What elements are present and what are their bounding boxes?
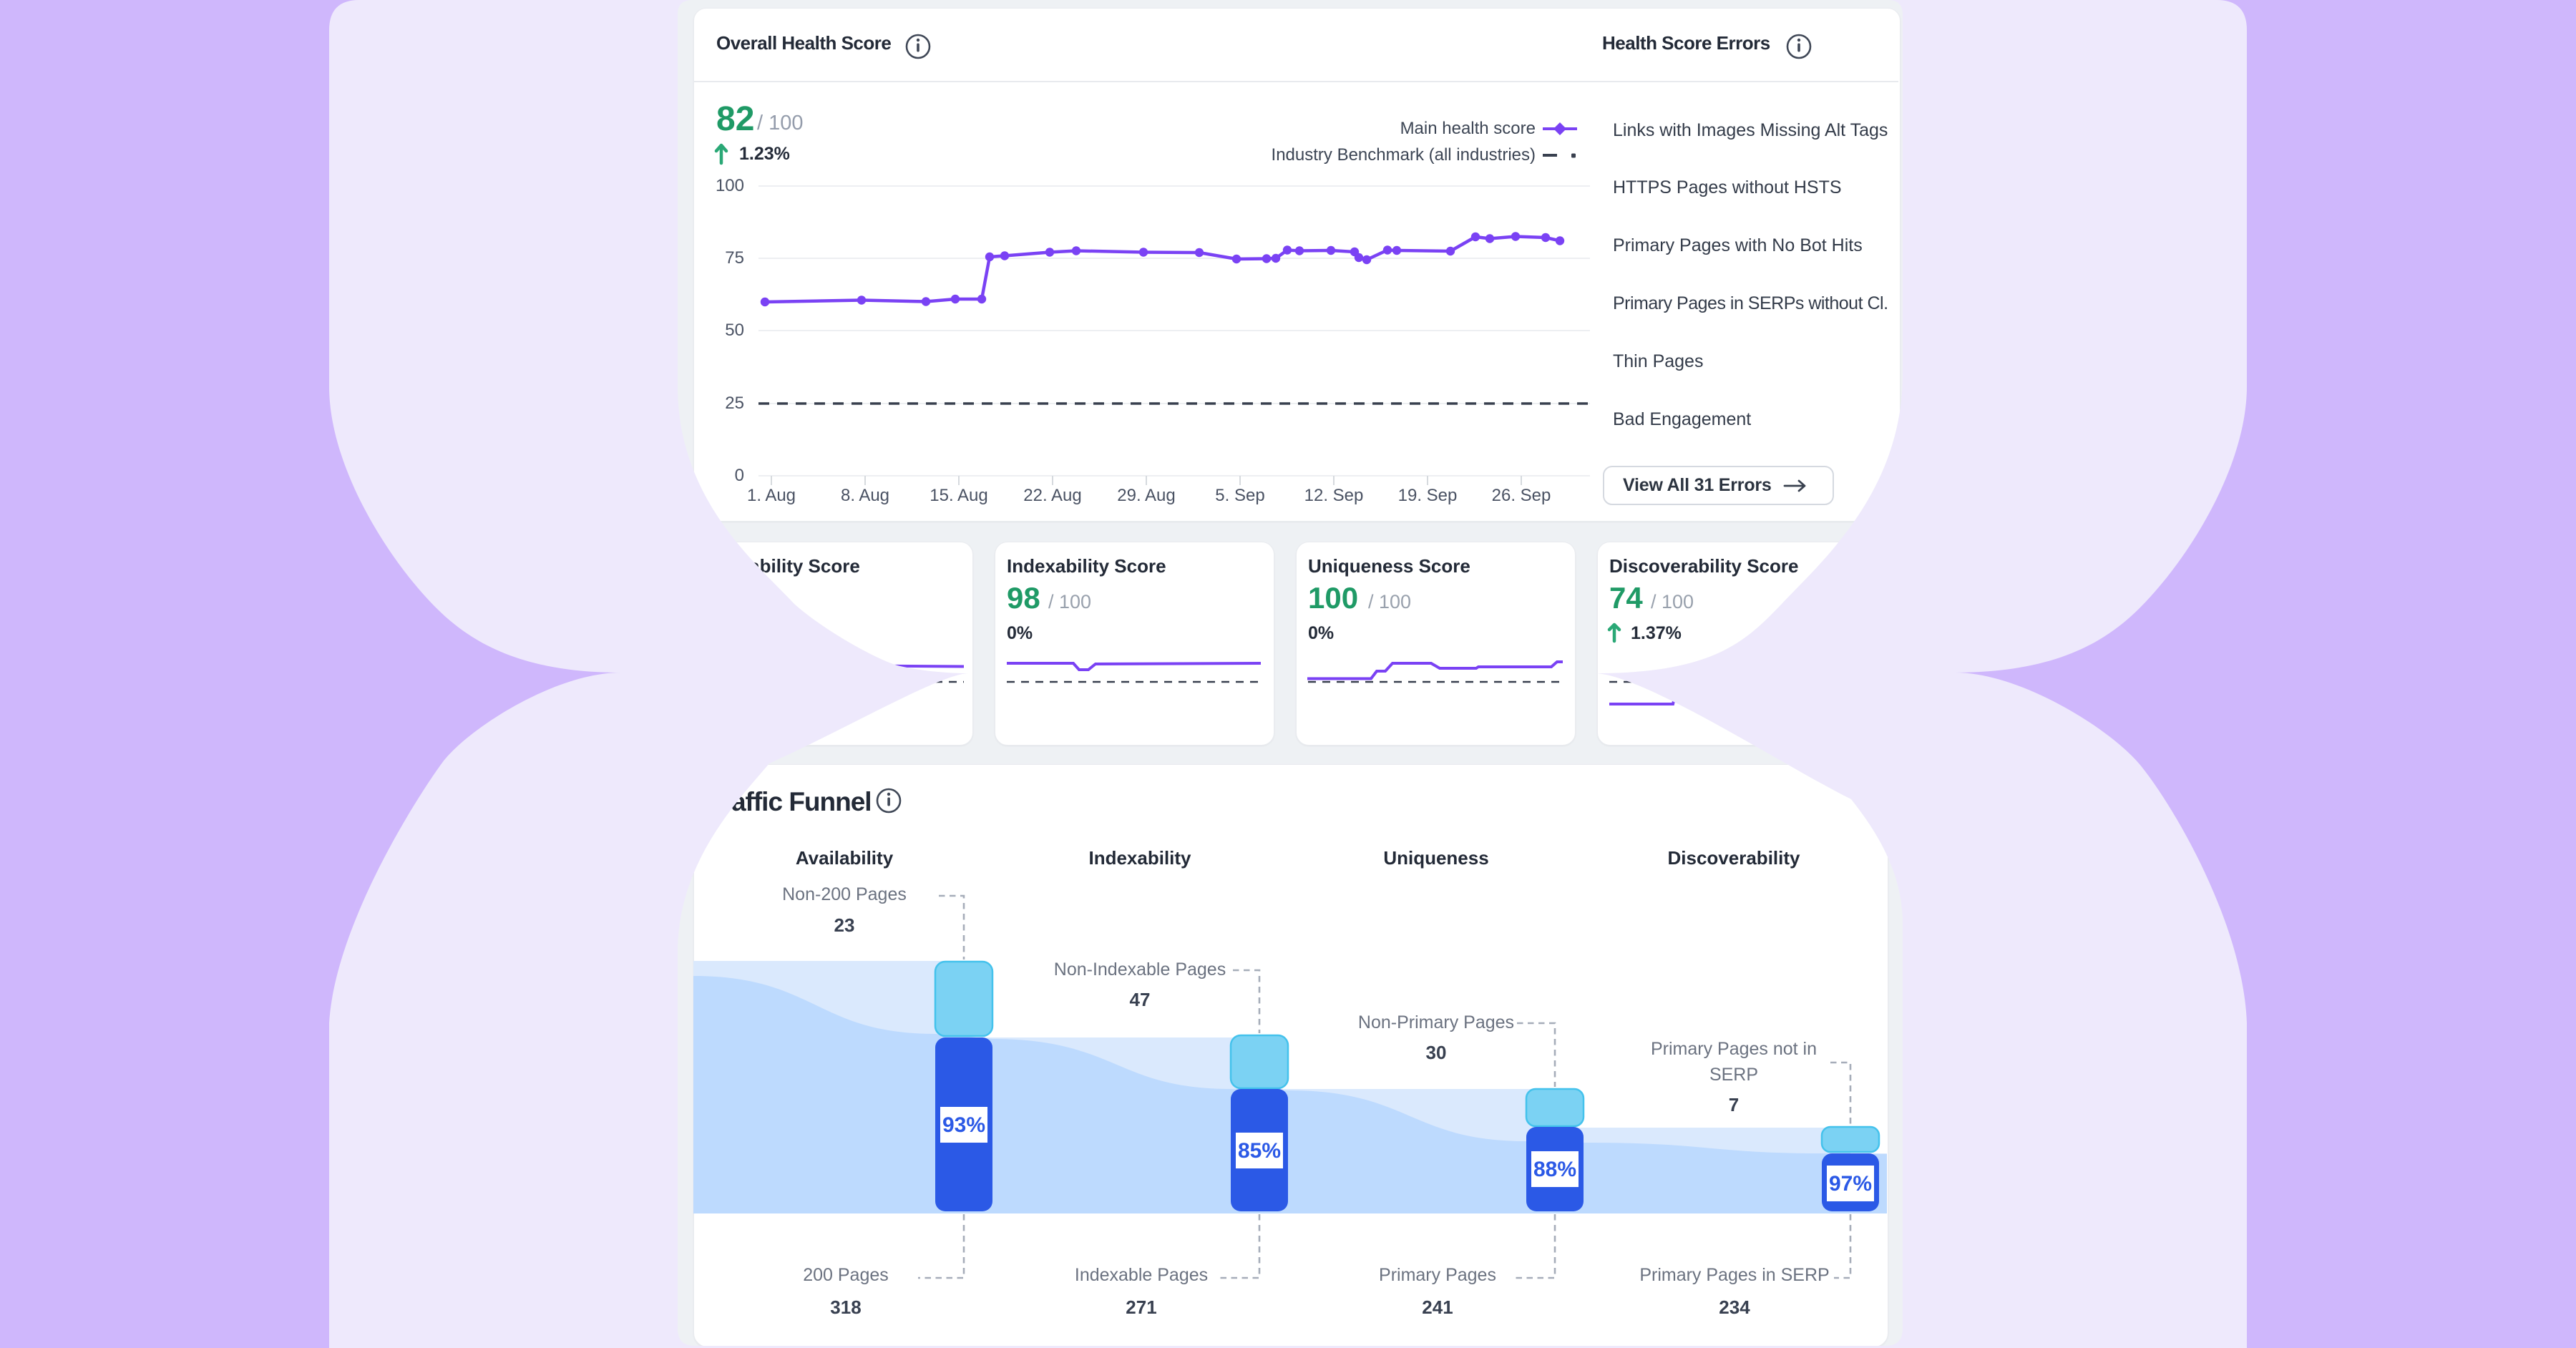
svg-text:85%: 85% xyxy=(1238,1139,1281,1163)
svg-text:93%: 93% xyxy=(942,1113,985,1137)
svg-text:88%: 88% xyxy=(1533,1158,1576,1181)
svg-text:97%: 97% xyxy=(1829,1172,1872,1196)
